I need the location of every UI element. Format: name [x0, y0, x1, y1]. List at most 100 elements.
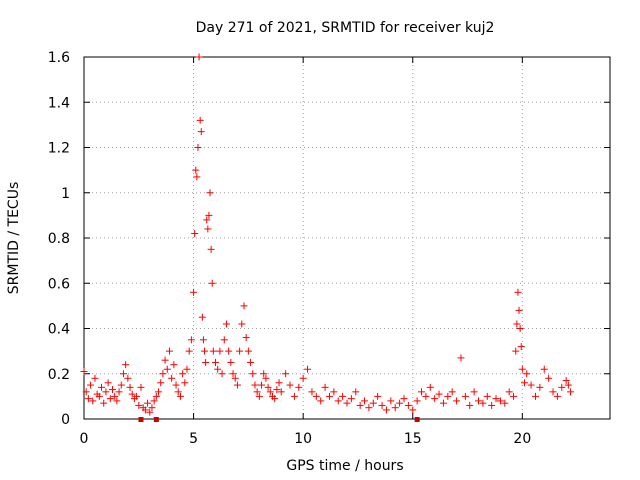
y-tick-label: 0.6: [48, 276, 70, 292]
data-point: [191, 229, 199, 237]
data-point: [122, 361, 130, 369]
data-point: [567, 388, 575, 396]
data-point: [262, 374, 270, 382]
data-point: [106, 395, 114, 403]
data-point: [159, 370, 167, 378]
data-point: [356, 401, 364, 409]
data-point: [172, 381, 180, 389]
data-point: [527, 381, 535, 389]
data-point: [148, 404, 156, 412]
data-point: [100, 399, 108, 407]
y-tick-label: 1.6: [48, 50, 70, 66]
data-point: [339, 392, 347, 400]
data-point: [510, 392, 518, 400]
x-tick-label: 0: [80, 431, 89, 447]
data-point: [137, 383, 145, 391]
data-point: [205, 211, 213, 219]
data-point: [523, 370, 531, 378]
axis-tick-labels: 0 0.2 0.4 0.6 0.8 1 1.2 1.4 1.6 0 5 10 15 20: [48, 50, 532, 447]
data-point: [260, 370, 268, 378]
data-point: [196, 116, 204, 124]
data-point: [98, 383, 106, 391]
data-point: [157, 379, 165, 387]
data-point: [247, 358, 255, 366]
data-point: [119, 370, 127, 378]
data-point: [400, 395, 408, 403]
y-axis-label: SRMTID / TECUs: [6, 182, 22, 295]
data-point: [264, 383, 272, 391]
data-point: [197, 128, 205, 136]
data-point: [170, 361, 178, 369]
data-point: [295, 383, 303, 391]
data-point: [492, 395, 500, 403]
data-point: [141, 406, 149, 414]
data-point: [266, 388, 274, 396]
data-point: [161, 356, 169, 364]
baseline-marker: [138, 417, 144, 422]
data-point: [163, 365, 171, 373]
data-point: [216, 347, 224, 355]
data-point: [91, 374, 99, 382]
data-point: [206, 189, 214, 197]
data-point: [176, 392, 184, 400]
y-tick-label: 0.8: [48, 231, 70, 247]
data-point: [536, 383, 544, 391]
data-point: [553, 392, 561, 400]
data-point: [273, 386, 281, 394]
data-point: [404, 401, 412, 409]
data-point: [220, 336, 228, 344]
data-point: [150, 397, 158, 405]
data-point: [361, 397, 369, 405]
data-point: [516, 325, 524, 332]
data-point: [470, 388, 478, 396]
data-points: [80, 53, 575, 422]
data-point: [208, 279, 216, 287]
data-point: [387, 397, 395, 405]
data-point: [312, 392, 320, 400]
grid-lines: [84, 57, 610, 419]
data-point: [195, 53, 203, 61]
data-point: [521, 379, 529, 387]
data-point: [439, 399, 447, 407]
axis-ticks: [83, 56, 610, 420]
data-point: [549, 388, 557, 396]
chart-title: Day 271 of 2021, SRMTID for receiver kuj…: [196, 20, 495, 36]
data-point: [308, 388, 316, 396]
data-point: [204, 225, 212, 233]
data-point: [238, 320, 246, 328]
data-point: [347, 395, 355, 403]
x-tick-label: 10: [294, 431, 312, 447]
data-point: [95, 392, 103, 400]
data-point: [418, 388, 426, 396]
data-point: [325, 392, 333, 400]
data-point: [225, 347, 233, 355]
data-point: [174, 388, 182, 396]
y-tick-label: 0.2: [48, 367, 70, 383]
data-point: [155, 388, 163, 396]
x-tick-label: 5: [189, 431, 198, 447]
data-point: [202, 358, 210, 366]
data-point: [545, 374, 553, 382]
data-point: [304, 365, 312, 373]
data-point: [194, 144, 202, 151]
data-point: [512, 347, 520, 355]
data-point: [343, 399, 351, 407]
y-tick-label: 0: [61, 412, 70, 428]
data-point: [124, 374, 132, 382]
data-point: [135, 401, 143, 409]
data-point: [117, 381, 125, 389]
data-point: [165, 347, 173, 355]
y-tick-label: 1: [61, 186, 70, 202]
data-point: [277, 388, 285, 396]
data-point: [409, 406, 417, 414]
data-point: [444, 392, 452, 400]
baseline-marker: [414, 417, 420, 422]
data-point: [104, 379, 112, 387]
data-point: [255, 392, 263, 400]
data-point: [564, 381, 572, 389]
data-point: [290, 392, 298, 400]
data-point: [558, 383, 566, 391]
data-point: [244, 347, 252, 355]
data-point: [562, 377, 570, 385]
data-point: [236, 347, 244, 355]
